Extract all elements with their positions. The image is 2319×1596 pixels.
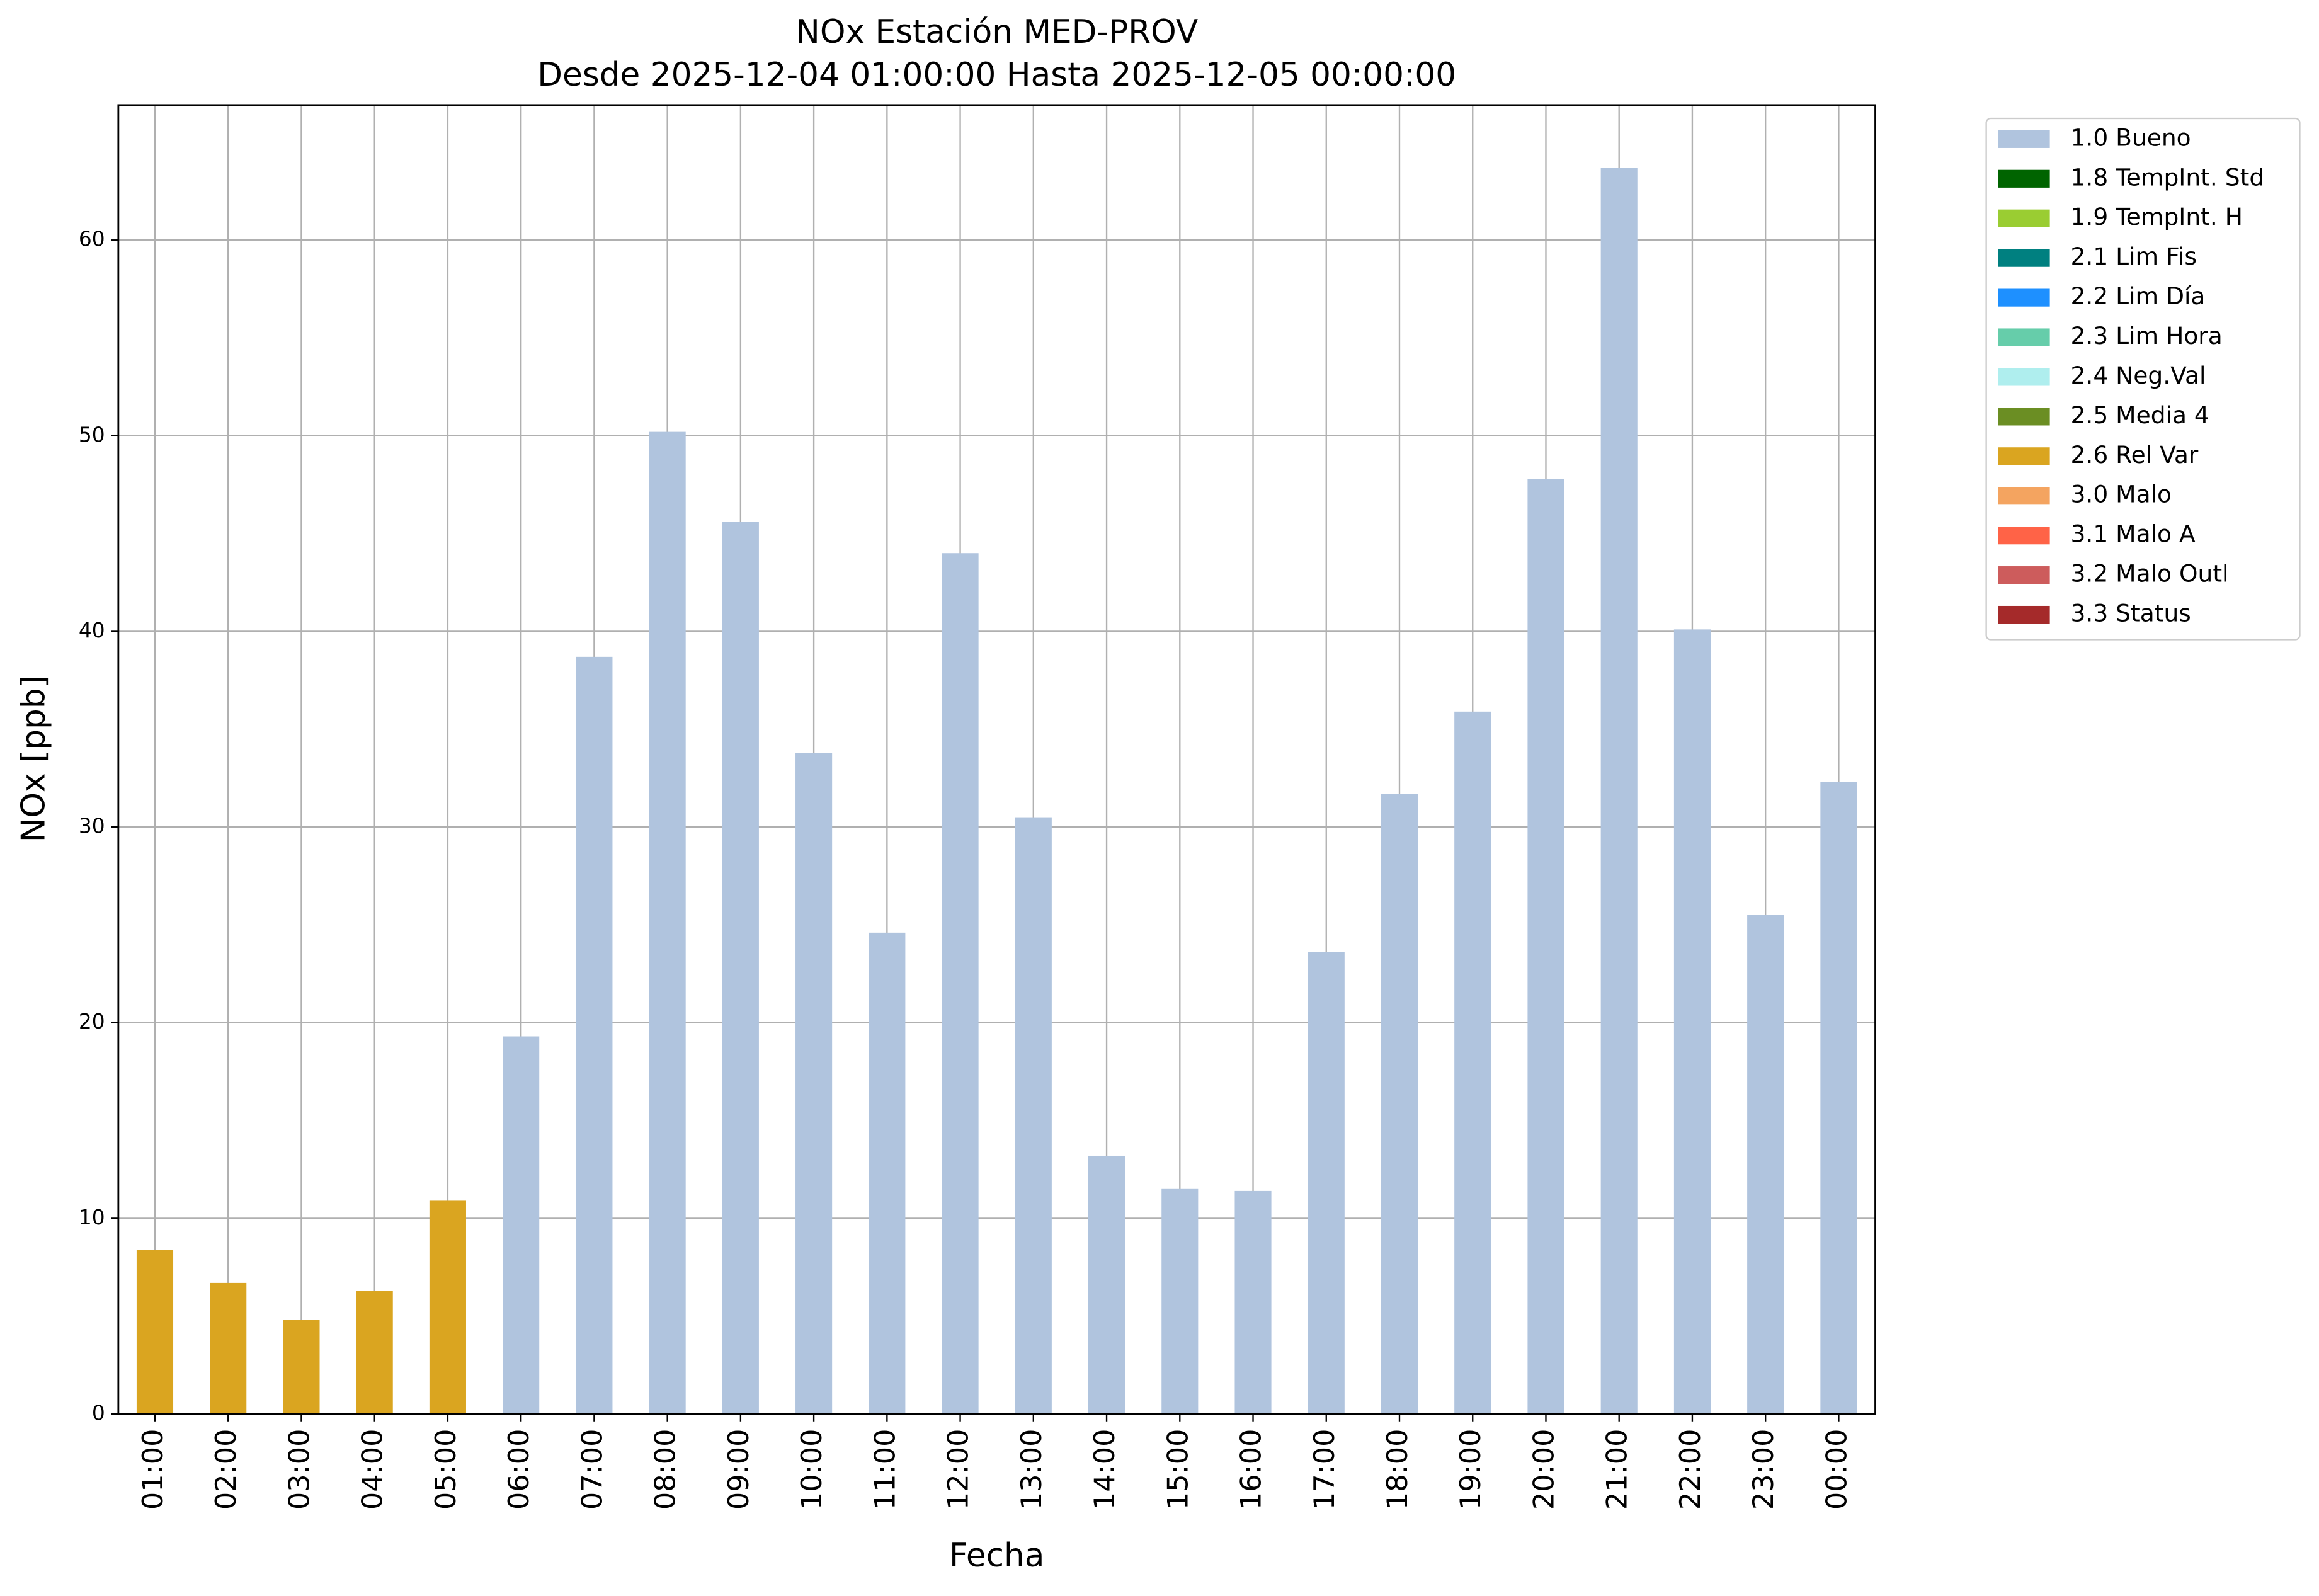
bar <box>1381 794 1418 1415</box>
x-tick-label: 16:00 <box>1235 1429 1268 1510</box>
plot-frame <box>117 104 1876 1415</box>
bar <box>722 522 759 1415</box>
x-tick-label: 18:00 <box>1381 1429 1414 1510</box>
bar <box>356 1291 393 1415</box>
x-tick-label: 19:00 <box>1454 1429 1487 1510</box>
bar <box>1234 1190 1272 1415</box>
y-tick-label: 60 <box>79 227 105 251</box>
legend-label: 3.3 Status <box>2071 600 2191 627</box>
bar <box>429 1200 466 1415</box>
bar <box>1088 1155 1125 1415</box>
bar <box>136 1250 174 1415</box>
x-tick-label: 12:00 <box>942 1429 975 1510</box>
x-tick-label: 10:00 <box>795 1429 828 1510</box>
y-tick-label: 10 <box>79 1205 105 1229</box>
legend-swatch <box>1998 408 2050 426</box>
y-tick-label: 50 <box>79 422 105 447</box>
legend-label: 2.4 Neg.Val <box>2071 362 2206 389</box>
x-tick-label: 17:00 <box>1308 1429 1341 1510</box>
x-tick-label: 14:00 <box>1088 1429 1121 1510</box>
bar <box>1454 711 1491 1415</box>
bar <box>576 656 613 1415</box>
x-tick-label: 09:00 <box>722 1429 755 1510</box>
y-tick-label: 40 <box>79 618 105 642</box>
legend-label: 1.9 TempInt. H <box>2071 203 2243 231</box>
legend-label: 1.0 Bueno <box>2071 123 2191 151</box>
bar <box>1527 479 1564 1415</box>
bar <box>1600 168 1638 1415</box>
legend-label: 2.3 Lim Hora <box>2071 322 2223 350</box>
x-tick-label: 15:00 <box>1161 1429 1194 1510</box>
legend-label: 3.1 Malo A <box>2071 520 2196 548</box>
bar <box>210 1282 247 1415</box>
legend-label: 2.6 Rel Var <box>2071 441 2199 469</box>
legend-swatch <box>1998 527 2050 545</box>
legend-swatch <box>1998 209 2050 227</box>
legend-label: 2.5 Media 4 <box>2071 401 2209 429</box>
y-tick-label: 30 <box>79 814 105 838</box>
bar <box>1747 915 1784 1415</box>
chart-title: NOx Estación MED-PROV <box>795 13 1198 51</box>
legend-swatch <box>1998 447 2050 465</box>
legend-swatch <box>1998 368 2050 386</box>
x-tick-label: 01:00 <box>137 1429 169 1510</box>
legend-swatch <box>1998 605 2050 624</box>
bar <box>1308 952 1345 1415</box>
y-axis-label: NOx [ppb] <box>14 675 52 842</box>
legend-box <box>1985 117 2301 641</box>
legend-swatch <box>1998 288 2050 307</box>
x-tick-label: 05:00 <box>430 1429 462 1510</box>
y-tick-label: 20 <box>79 1009 105 1034</box>
x-tick-label: 11:00 <box>869 1429 901 1510</box>
legend-swatch <box>1998 487 2050 505</box>
bar <box>1015 817 1052 1415</box>
bar <box>942 553 979 1415</box>
bar <box>1673 629 1711 1415</box>
legend-swatch <box>1998 328 2050 346</box>
x-tick-label: 23:00 <box>1747 1429 1780 1510</box>
bar <box>869 932 906 1415</box>
legend-swatch <box>1998 169 2050 188</box>
x-tick-label: 21:00 <box>1601 1429 1634 1510</box>
x-tick-label: 03:00 <box>283 1429 316 1510</box>
bar <box>649 431 686 1415</box>
bar <box>503 1036 540 1415</box>
legend-label: 3.2 Malo Outl <box>2071 560 2229 588</box>
x-tick-label: 08:00 <box>649 1429 682 1510</box>
x-tick-label: 04:00 <box>356 1429 389 1510</box>
chart-subtitle: Desde 2025-12-04 01:00:00 Hasta 2025-12-… <box>537 56 1456 94</box>
bar <box>283 1320 320 1415</box>
bar <box>1161 1188 1199 1415</box>
legend-swatch <box>1998 130 2050 148</box>
x-tick-label: 20:00 <box>1527 1429 1560 1510</box>
legend-swatch <box>1998 566 2050 584</box>
x-tick-label: 07:00 <box>576 1429 608 1510</box>
bar <box>795 753 833 1415</box>
legend-label: 2.1 Lim Fis <box>2071 242 2197 270</box>
legend-label: 3.0 Malo <box>2071 481 2172 508</box>
x-tick-label: 06:00 <box>503 1429 535 1510</box>
x-tick-label: 00:00 <box>1820 1429 1853 1510</box>
x-tick-label: 13:00 <box>1015 1429 1048 1510</box>
x-axis-label: Fecha <box>949 1537 1044 1575</box>
legend-label: 2.2 Lim Día <box>2071 282 2206 310</box>
bar <box>1820 782 1857 1415</box>
y-tick-label: 0 <box>92 1401 105 1425</box>
legend-label: 1.8 TempInt. Std <box>2071 163 2265 191</box>
legend-swatch <box>1998 249 2050 267</box>
x-tick-label: 22:00 <box>1674 1429 1707 1510</box>
x-tick-label: 02:00 <box>210 1429 242 1510</box>
